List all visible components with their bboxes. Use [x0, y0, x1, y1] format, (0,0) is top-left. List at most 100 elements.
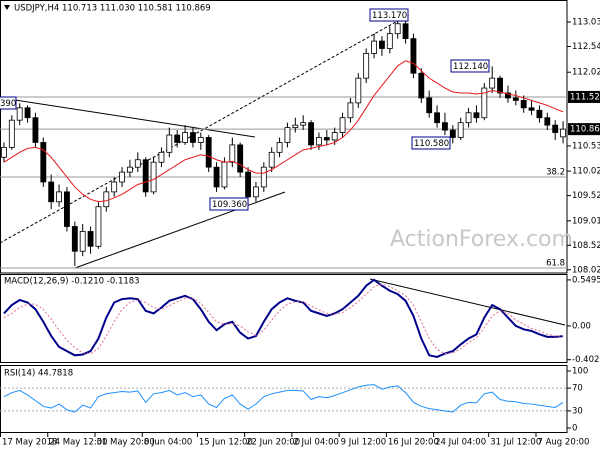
candle-body [284, 127, 291, 143]
menu-icon [4, 5, 10, 10]
y-tick-label: 112.54 [572, 42, 600, 52]
candle-body [197, 137, 204, 143]
candle-body [24, 107, 31, 119]
candle-body [111, 181, 118, 193]
candle-body [331, 132, 338, 141]
x-tick-label: 7 Aug 20:00 [538, 438, 590, 448]
y-tick-label: 0.5495 [572, 275, 600, 285]
candle-body [402, 23, 409, 39]
x-tick-label: 2 Jul 04:00 [293, 438, 339, 448]
candle-body [347, 102, 354, 119]
candle-body [465, 112, 472, 124]
candle-body [379, 40, 385, 49]
candle-body [442, 122, 448, 131]
price-label: 110.869 [570, 125, 600, 135]
y-tick-label: 110.530 [572, 141, 600, 151]
candle-body [127, 166, 133, 173]
candle-body [150, 161, 157, 193]
macd-title: MACD(12,26,9) -0.1210 -0.1183 [4, 277, 140, 287]
indicator-line [3, 278, 564, 359]
annotation-box [369, 8, 409, 22]
candle-body [457, 122, 464, 138]
annotation-box [209, 197, 249, 211]
candle-body [268, 151, 275, 168]
candle-body [190, 132, 196, 143]
y-tick-label: 30 [572, 406, 583, 416]
candle-body [32, 117, 39, 143]
x-tick-label: 24 May 12:00 [49, 438, 107, 448]
x-tick-label: 16 Jul 20:00 [388, 438, 439, 448]
candle-body [292, 124, 299, 129]
candle-body [394, 23, 401, 35]
candle-body [48, 181, 55, 203]
candle-body [158, 151, 165, 163]
candle-body [339, 117, 346, 133]
candle-body [520, 100, 527, 109]
y-tick-label: -0.4029 [572, 355, 600, 365]
annotation-box [0, 96, 17, 110]
candle-body [363, 53, 370, 79]
y-tick-label: 109.525 [572, 191, 600, 201]
candle-body [229, 144, 236, 163]
candle-body [134, 159, 141, 168]
candle-body [119, 171, 125, 183]
candle-body [489, 77, 496, 89]
candle-body [40, 142, 47, 183]
candle-body [87, 231, 94, 247]
trend-line [74, 191, 286, 269]
candle-body [260, 166, 267, 188]
candle-body [8, 119, 15, 148]
indicator-line [3, 384, 564, 413]
candle-body [300, 122, 307, 126]
frames [0, 0, 568, 433]
x-tick-label: 31 Jul 12:00 [490, 438, 541, 448]
y-tick-label: 0.00 [572, 321, 591, 331]
price-plot [0, 13, 567, 269]
trend-line [369, 278, 566, 326]
candle-body [205, 137, 212, 168]
annotation: 112.140 [453, 62, 488, 72]
candle-body [182, 132, 188, 143]
price-label: 111.520 [570, 92, 600, 102]
candle-body [308, 122, 314, 146]
candle-body [528, 107, 535, 111]
candle-body [505, 92, 511, 99]
candle-body [56, 191, 62, 203]
candle-body [418, 72, 425, 99]
y-tick-label: 113.035 [572, 18, 600, 28]
candle-body [410, 38, 417, 74]
x-tick-label: 17 May 2018 [2, 438, 57, 448]
candle-body [434, 112, 440, 124]
fib-label: 38.2 [546, 168, 565, 178]
candle-body [316, 137, 322, 146]
rsi-title: RSI(14) 44.7818 [4, 369, 73, 379]
candle-body [1, 146, 7, 158]
rsi-frame [0, 365, 568, 433]
candle-body [552, 124, 559, 133]
candle-body [371, 40, 377, 54]
candle-body [95, 206, 102, 247]
y-tick-label: 0 [572, 424, 577, 434]
candle-body [512, 97, 519, 101]
annotation-box [450, 59, 490, 73]
trend-line [14, 99, 256, 138]
candle-body [166, 134, 173, 153]
candle-body [16, 107, 23, 121]
candle-body [355, 77, 362, 104]
candle-body [449, 129, 456, 138]
annotations: 113.170 112.140 110.580 109.360 390 [0, 8, 490, 211]
macd-plot [3, 278, 566, 359]
chart-title: USDJPY,H4 110.713 111.030 110.581 110.86… [14, 4, 211, 14]
candle-body [79, 231, 86, 252]
y-tick-label: 112.020 [572, 68, 600, 78]
candle-body [174, 134, 181, 143]
x-tick-label: 8 Jun 04:00 [144, 438, 193, 448]
channel-line [0, 13, 411, 244]
y-tick-label: 108.52 [572, 241, 600, 251]
candle-body [276, 142, 283, 153]
candle-body [245, 171, 251, 198]
x-tick-label: 22 Jun 20:00 [246, 438, 300, 448]
candle-body [481, 87, 488, 119]
indicator-line [3, 283, 564, 355]
